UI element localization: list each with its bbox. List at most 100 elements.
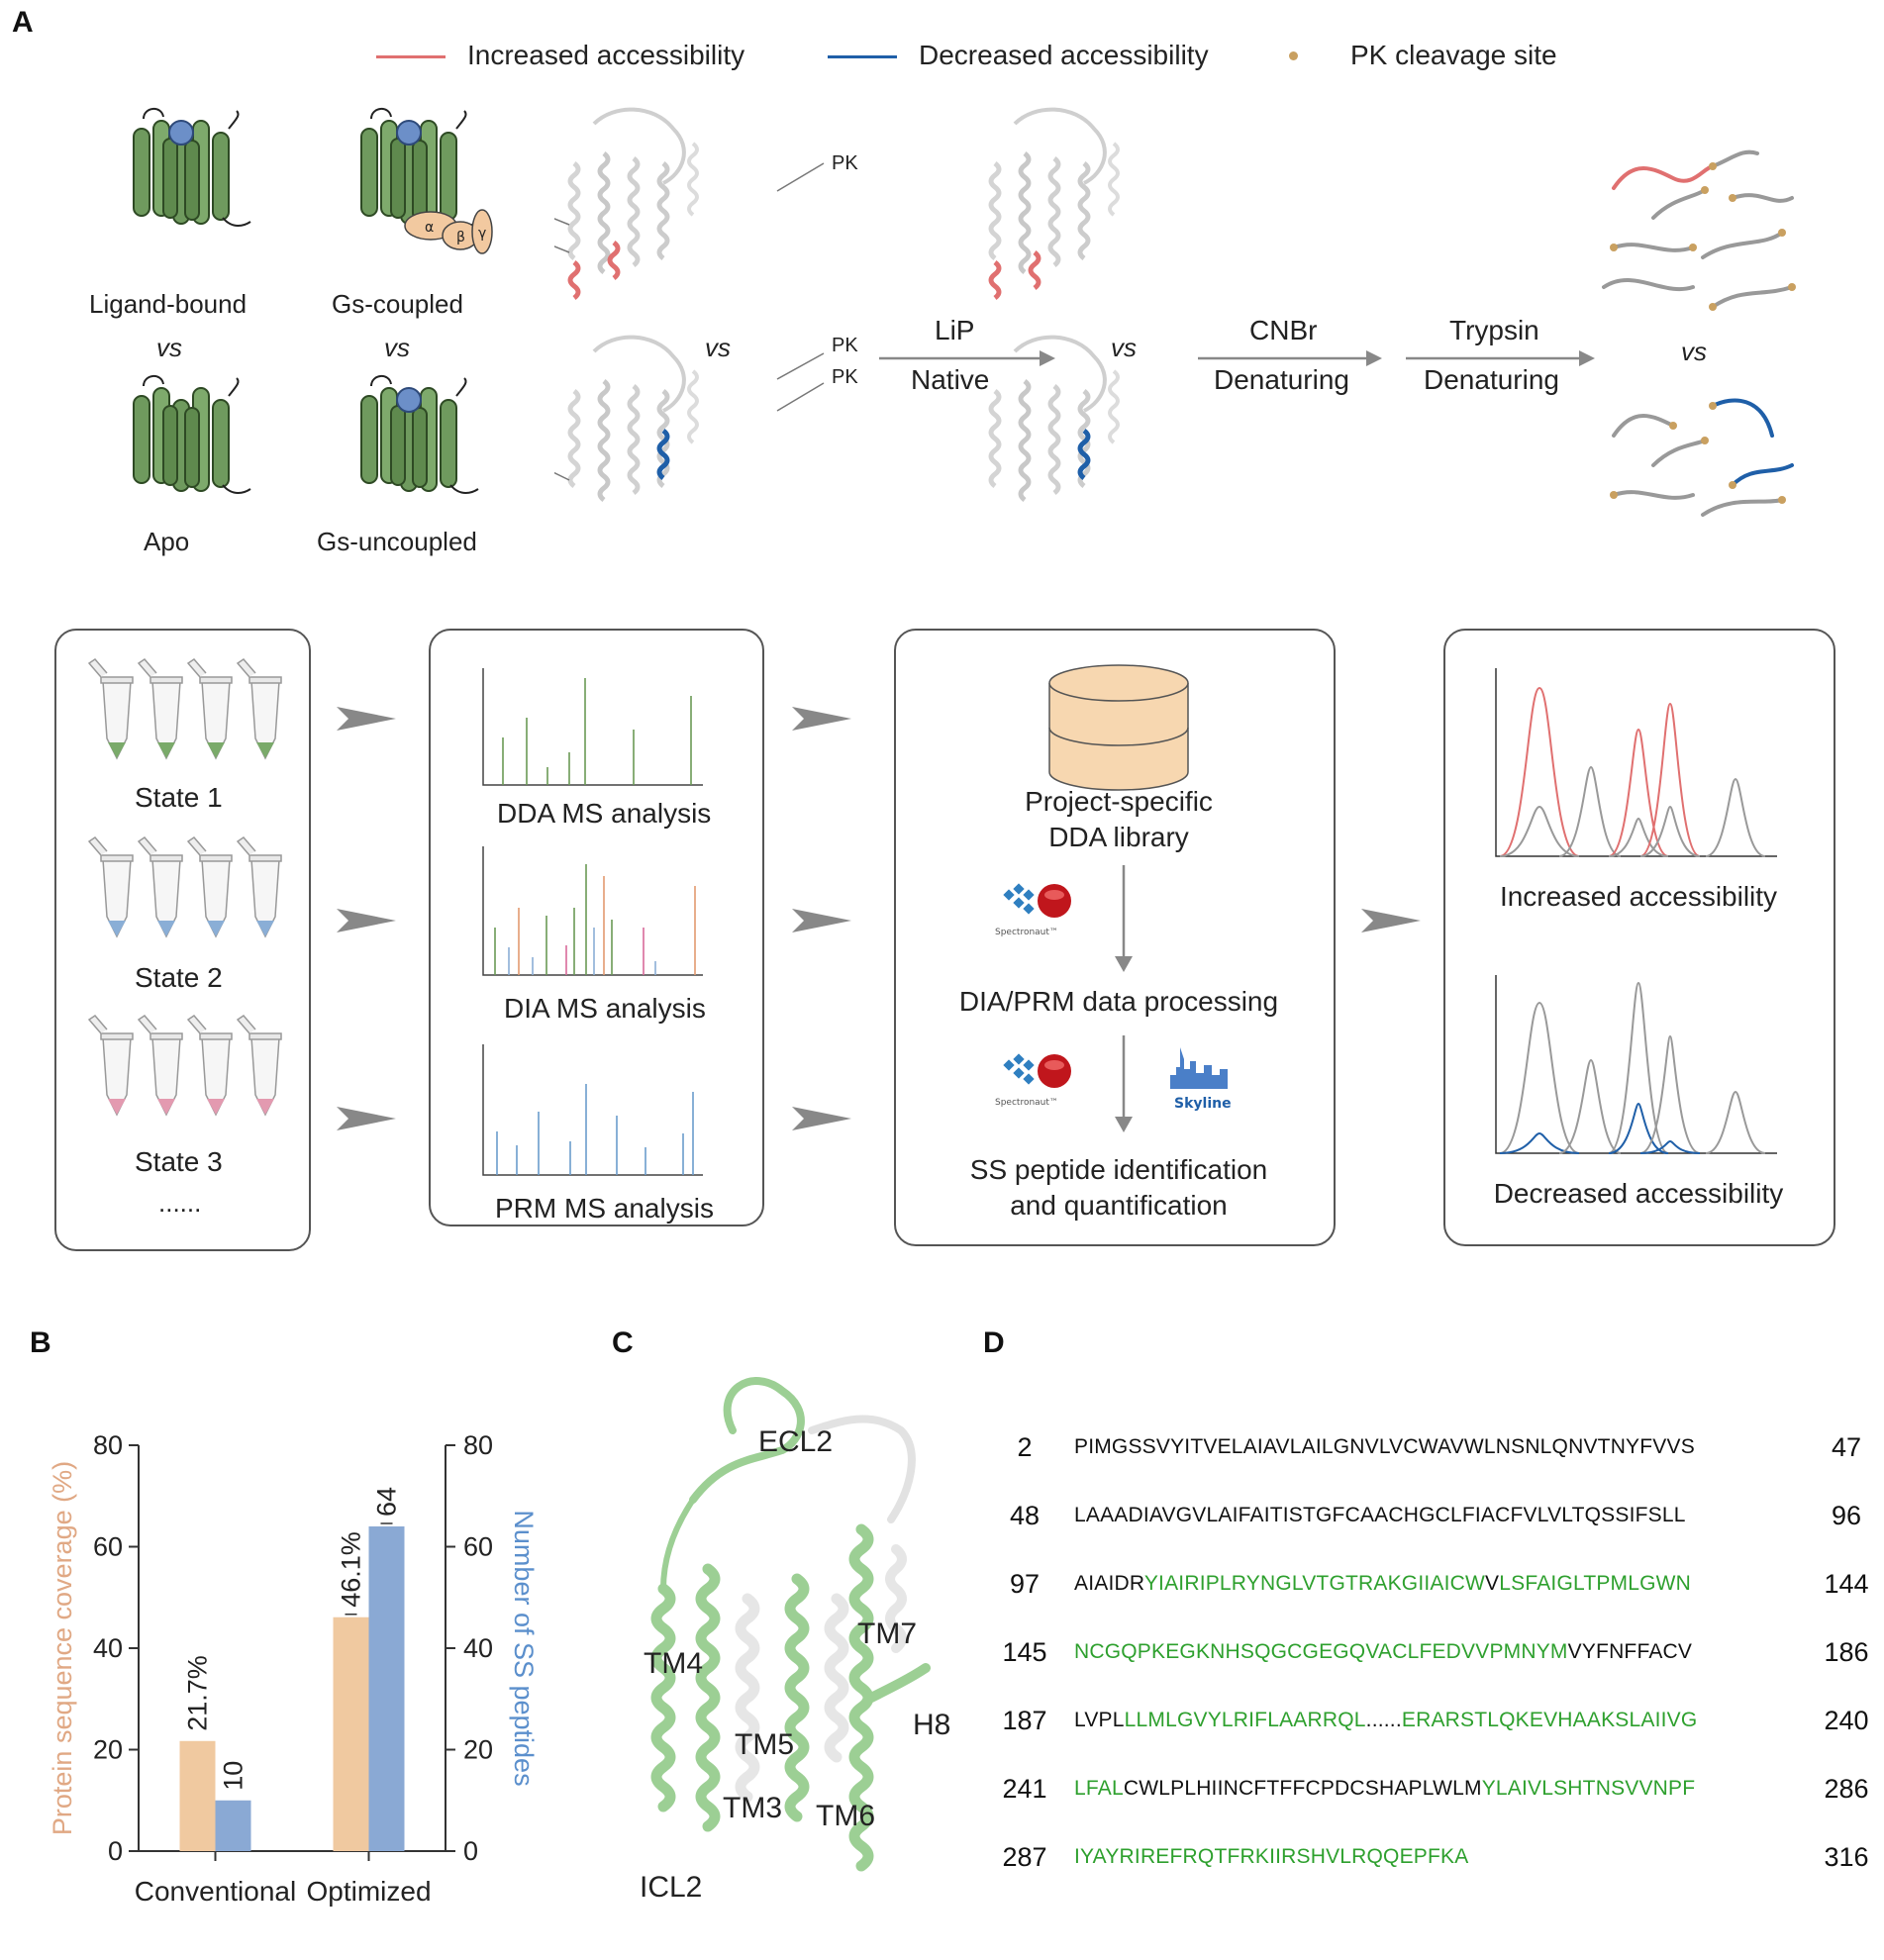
label-tm3: TM3 (723, 1792, 782, 1824)
label-tm7: TM7 (857, 1617, 917, 1650)
sequence-row: 287 IYAYRIREFRQTFRKIIRSHVLRQQEPFKA 316 (990, 1842, 1881, 1882)
panel-label-d: D (983, 1326, 1005, 1359)
covered-segment: NCGQPKEGKNHSQGCGEGQVACLFEDVVPMNYM (1074, 1640, 1568, 1663)
sequence-start: 97 (1009, 1569, 1041, 1599)
sequence-start: 241 (1002, 1774, 1047, 1804)
label-gs-uncoupled: Gs-uncoupled (317, 527, 477, 556)
uncovered-segment: ...... (1365, 1709, 1402, 1731)
sequence-end: 96 (1831, 1501, 1862, 1530)
legend-cleavage-label: PK cleavage site (1350, 40, 1557, 70)
sequence-start: 145 (1002, 1637, 1047, 1667)
vs-4: vs (1111, 333, 1137, 362)
right-tick-label: 40 (463, 1633, 493, 1663)
skyline-text: Skyline (1174, 1096, 1232, 1112)
left-tick-label: 0 (108, 1836, 123, 1866)
step-cnbr: CNBr (1249, 315, 1318, 345)
sequence-start: 187 (1002, 1706, 1047, 1735)
sequence-text: LAAADIAVGVLAIFAITISTGFCAACHGCLFIACFVLVLT… (1074, 1504, 1686, 1527)
ms-spectra (482, 668, 703, 1176)
library-line-1: Project-specific (1025, 786, 1213, 817)
spectronaut-text-1: Spectronaut™ (995, 928, 1058, 937)
spectronaut-logo-2: Spectronaut™ (995, 1049, 1084, 1109)
gpcr-cartoons: α β γ (133, 107, 493, 494)
bar (179, 1740, 216, 1851)
legend-increased-label: Increased accessibility (467, 40, 745, 70)
uncovered-segment: V (1485, 1572, 1500, 1595)
flow-arrows (337, 707, 1421, 1130)
spectronaut-logo-1: Spectronaut™ (995, 879, 1084, 938)
label-tm6: TM6 (816, 1800, 875, 1832)
ms-box (429, 629, 764, 1226)
covered-segment: LSFAIGLTPMLGWN (1499, 1572, 1692, 1595)
sequence-text: LFALCWLPLHIINCFTFFCPDCSHAPLWLMYLAIVLSHTN… (1074, 1777, 1695, 1801)
state-2-label: State 2 (135, 962, 223, 993)
uncovered-segment: LAAADIAVGVLAIFAITISTGFCAACHGCLFIACFVLVLT… (1074, 1504, 1686, 1526)
sequence-text: IYAYRIREFRQTFRKIIRSHVLRQQEPFKA (1074, 1845, 1468, 1869)
library-line-2: DDA library (1048, 822, 1189, 852)
left-tick-label: 20 (93, 1735, 123, 1765)
covered-segment: IYAYRIREFRQTFRKIIRSHVLRQQEPFKA (1074, 1845, 1469, 1868)
bar (368, 1526, 405, 1851)
increased-result-label: Increased accessibility (1499, 881, 1778, 912)
sequence-end: 240 (1824, 1706, 1869, 1735)
sequence-row: 97 AIAIDRYIAIRIPLRYNGLVTGTRAKGIIAICWVLSFA… (990, 1569, 1881, 1609)
uncovered-segment: CWLPLHIINCFTFFCPDCSHAPLWLM (1123, 1777, 1482, 1800)
legend: Increased accessibility Decreased access… (376, 38, 1604, 77)
vs-5: vs (1681, 337, 1707, 366)
uncovered-segment: LVPL (1074, 1709, 1125, 1731)
gamma-label: γ (478, 226, 486, 242)
data-label: 21.7% (183, 1655, 213, 1731)
covered-segment: ERARSTLQKEVHAAKSLAIIVG (1401, 1709, 1698, 1731)
label-tm5: TM5 (735, 1728, 794, 1761)
right-tick-label: 80 (463, 1430, 493, 1460)
sequence-text: LVPLLLMLGVYLRIFLAARRQL......ERARSTLQKEVH… (1074, 1709, 1697, 1732)
label-h8: H8 (913, 1709, 951, 1741)
state-1-label: State 1 (135, 782, 223, 813)
label-apo: Apo (144, 527, 190, 556)
sequence-text: NCGQPKEGKNHSQGCGEGQVACLFEDVVPMNYMVYFNFFA… (1074, 1640, 1692, 1664)
sequence-row: 48 LAAADIAVGVLAIFAITISTGFCAACHGCLFIACFVLV… (990, 1501, 1881, 1540)
panel-label-c: C (612, 1326, 634, 1359)
more-states: ...... (158, 1188, 202, 1218)
spectronaut-text-2: Spectronaut™ (995, 1098, 1058, 1108)
sequence-row: 241 LFALCWLPLHIINCFTFFCPDCSHAPLWLMYLAIVLS… (990, 1774, 1881, 1813)
right-tick-label: 0 (463, 1836, 478, 1866)
sequence-text: AIAIDRYIAIRIPLRYNGLVTGTRAKGIIAICWVLSFAIG… (1074, 1572, 1691, 1596)
beta-label: β (456, 230, 465, 245)
left-tick-label: 60 (93, 1532, 123, 1562)
uncovered-segment: VYFNFFACV (1567, 1640, 1693, 1663)
legend-decreased-label: Decreased accessibility (919, 40, 1209, 70)
state-3-label: State 3 (135, 1146, 223, 1177)
legend-decreased-swatch (828, 55, 897, 58)
sequence-end: 47 (1831, 1432, 1862, 1462)
step-native: Native (911, 364, 990, 395)
skyline-logo: Skyline (1168, 1045, 1238, 1115)
dia-label: DIA MS analysis (504, 993, 706, 1024)
sequence-row: 2 PIMGSSVYITVELAIAVLAILGNVLVCWAVWLNSNLQNV… (990, 1432, 1881, 1472)
prm-label: PRM MS analysis (495, 1193, 714, 1224)
uncovered-segment: PIMGSSVYITVELAIAVLAILGNVLVCWAVWLNSNLQNVT… (1074, 1435, 1695, 1458)
sequence-end: 316 (1824, 1842, 1869, 1872)
left-tick-label: 40 (93, 1633, 123, 1663)
bar-chart: 0 0 20 20 40 40 60 60 80 80 Conventional 21.7%10 Opt… (48, 1430, 539, 1907)
peptide-fragments (1602, 149, 1796, 517)
vs-1: vs (156, 333, 182, 362)
y-axis-title-right: Number of SS peptides (509, 1510, 539, 1786)
step-trypsin: Trypsin (1449, 315, 1539, 345)
right-tick-label: 60 (463, 1532, 493, 1562)
uncovered-segment: AIAIDR (1074, 1572, 1144, 1595)
covered-segment: LLMLGVYLRIFLAARRQL (1124, 1709, 1366, 1731)
label-ecl2: ECL2 (758, 1425, 834, 1458)
covered-segment: YLAIVLSHTNSVVNPF (1481, 1777, 1696, 1800)
processing-label: DIA/PRM data processing (958, 986, 1279, 1017)
chromatograms (1495, 668, 1777, 1154)
label-gs-coupled: Gs-coupled (332, 289, 463, 319)
left-tick-label: 80 (93, 1430, 123, 1460)
y-axis-title-left: Protein sequence coverage (%) (48, 1461, 77, 1835)
receptor-structure (650, 1377, 931, 1872)
vs-2: vs (384, 333, 410, 362)
pk-label-3: PK (832, 152, 858, 174)
right-tick-label: 20 (463, 1735, 493, 1765)
pk-label-6: PK (832, 366, 858, 388)
process-arrows (879, 350, 1595, 366)
